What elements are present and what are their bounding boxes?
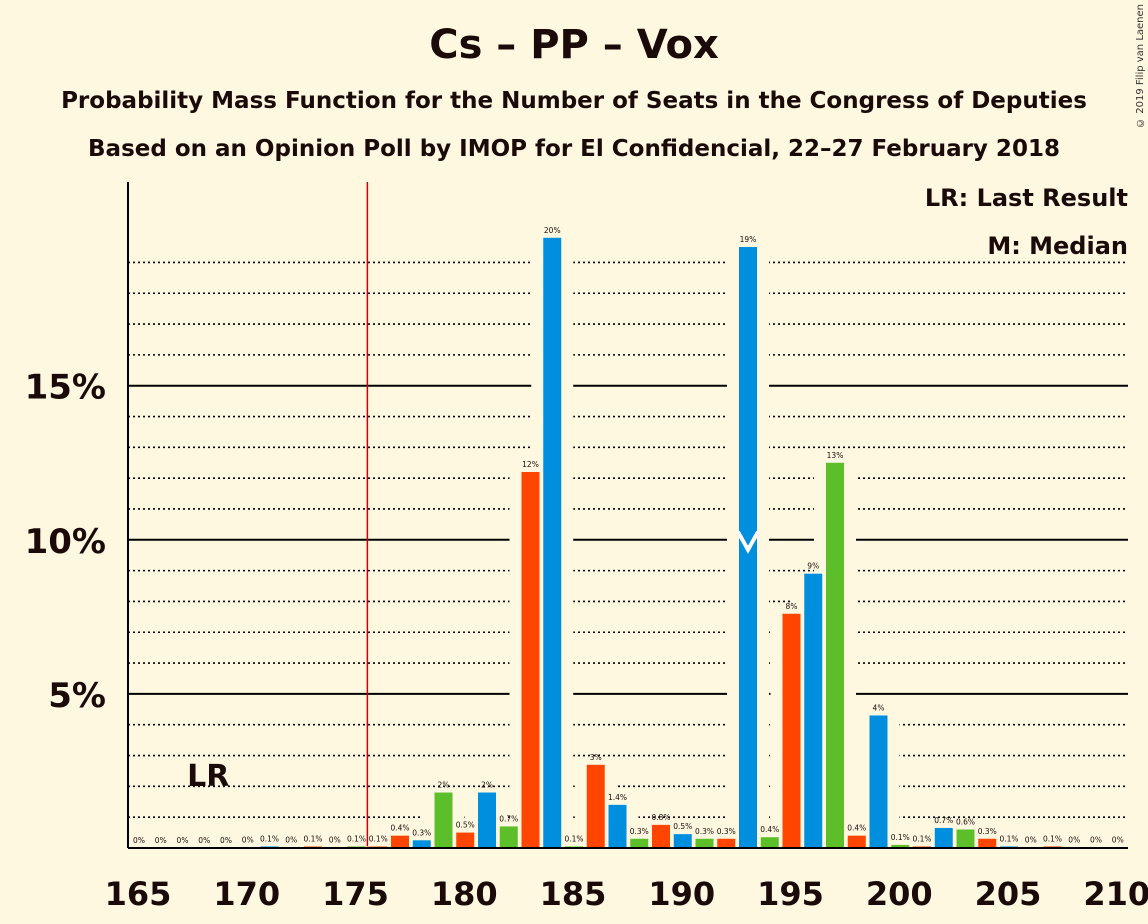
bar-value-label: 0% xyxy=(177,836,189,845)
x-tick-label: 165 xyxy=(105,875,172,913)
bar-value-label: 20% xyxy=(544,226,561,235)
y-tick-label: 5% xyxy=(48,676,106,716)
bar-value-label: 0% xyxy=(1112,835,1124,844)
bar-seat-190 xyxy=(652,824,670,848)
bar-seat-203 xyxy=(934,827,953,848)
bar-seat-179 xyxy=(412,840,431,848)
bar-seat-197 xyxy=(804,573,823,848)
x-tick-label: 185 xyxy=(540,875,607,913)
x-tick-label: 210 xyxy=(1083,875,1148,913)
bar-value-label: 0.7% xyxy=(499,814,518,823)
bar-seat-201 xyxy=(891,844,910,848)
bar-value-label: 0.5% xyxy=(456,821,475,830)
bar-value-label: 0.4% xyxy=(390,824,409,833)
bar-value-label: 0.5% xyxy=(673,822,692,831)
bar-value-label: 0% xyxy=(1025,835,1037,844)
bar-value-label: 0% xyxy=(1090,835,1102,844)
chart-title: Cs – PP – Vox xyxy=(429,22,719,68)
bar-value-label: 0.1% xyxy=(369,834,388,843)
bar-seat-188 xyxy=(608,804,627,848)
y-tick-label: 10% xyxy=(25,522,106,562)
last-result-label: LR xyxy=(187,759,229,794)
x-tick-label: 170 xyxy=(213,875,280,913)
bar-value-label: 0.1% xyxy=(303,834,322,843)
bar-value-label: 0% xyxy=(220,836,232,845)
bar-value-label: 0.1% xyxy=(1043,834,1062,843)
bar-value-label: 12% xyxy=(522,460,539,469)
bar-seat-198 xyxy=(826,462,844,848)
bar-seat-205 xyxy=(978,838,997,848)
bar-value-label: 0.4% xyxy=(760,825,779,834)
bar-seat-189 xyxy=(630,838,649,848)
bar-seat-184 xyxy=(521,471,540,848)
bar-seat-178 xyxy=(391,835,409,848)
bar-value-label: 13% xyxy=(827,451,844,460)
bar-value-label: 0.1% xyxy=(260,834,279,843)
bar-seat-185 xyxy=(543,237,562,848)
bar-value-label: 0.3% xyxy=(717,827,736,836)
bar-value-label: 19% xyxy=(740,235,757,244)
median-marker xyxy=(736,530,760,554)
bar-value-label: 9% xyxy=(807,562,819,571)
x-tick-label: 200 xyxy=(866,875,933,913)
chart-subtitle: Probability Mass Function for the Number… xyxy=(61,88,1087,114)
bar-seat-192 xyxy=(695,838,714,848)
bar-value-label: 0.6% xyxy=(956,818,975,827)
bar-value-label: 0.3% xyxy=(412,828,431,837)
bar-value-label: 0.3% xyxy=(978,827,997,836)
bar-value-label: 0.3% xyxy=(695,827,714,836)
bar-value-label: 0.7% xyxy=(934,816,953,825)
bar-seat-181 xyxy=(456,832,475,848)
bar-value-label: 0.4% xyxy=(847,824,866,833)
bar-value-label: 2% xyxy=(438,781,450,790)
bar-value-label: 4% xyxy=(873,703,885,712)
bar-value-label: 0% xyxy=(329,835,341,844)
legend-median: M: Median xyxy=(987,232,1128,260)
x-tick-label: 195 xyxy=(757,875,824,913)
bar-value-label: 0% xyxy=(155,836,167,845)
chart-subtitle-source: Based on an Opinion Poll by IMOP for El … xyxy=(88,136,1060,162)
bar-value-label: 3% xyxy=(590,753,602,762)
y-tick-label: 15% xyxy=(25,368,106,408)
bar-seat-180 xyxy=(434,792,453,848)
bar-seat-182 xyxy=(478,792,496,848)
legend-last-result: LR: Last Result xyxy=(924,184,1128,212)
bar-seat-193 xyxy=(717,838,736,848)
bar-value-label: 2% xyxy=(481,781,493,790)
bar-value-label: 0% xyxy=(198,836,210,845)
bar-seat-204 xyxy=(956,829,975,848)
bar-seat-199 xyxy=(847,835,866,848)
bar-value-label: 0% xyxy=(133,836,145,845)
bar-value-label: 0% xyxy=(1068,835,1080,844)
bar-value-label: 0.1% xyxy=(347,834,366,843)
bar-value-label: 0.1% xyxy=(564,834,583,843)
bar-seat-196 xyxy=(782,613,801,848)
bar-value-label: 0.8% xyxy=(651,813,670,822)
bar-seat-195 xyxy=(760,837,779,848)
x-tick-label: 180 xyxy=(431,875,498,913)
bar-value-label: 0.1% xyxy=(999,834,1018,843)
bar-seat-187 xyxy=(586,764,605,848)
x-tick-label: 190 xyxy=(648,875,715,913)
bar-seat-191 xyxy=(673,834,692,848)
bar-value-label: 0.1% xyxy=(912,834,931,843)
bar-seat-183 xyxy=(499,826,518,848)
x-tick-label: 175 xyxy=(322,875,389,913)
bar-value-label: 8% xyxy=(786,602,798,611)
bar-value-label: 1.4% xyxy=(608,793,627,802)
x-tick-label: 205 xyxy=(975,875,1042,913)
bar-value-label: 0.3% xyxy=(630,827,649,836)
bar-value-label: 0.1% xyxy=(891,833,910,842)
bar-value-label: 0% xyxy=(285,835,297,844)
bar-seat-200 xyxy=(869,715,888,848)
bar-value-label: 0% xyxy=(242,835,254,844)
